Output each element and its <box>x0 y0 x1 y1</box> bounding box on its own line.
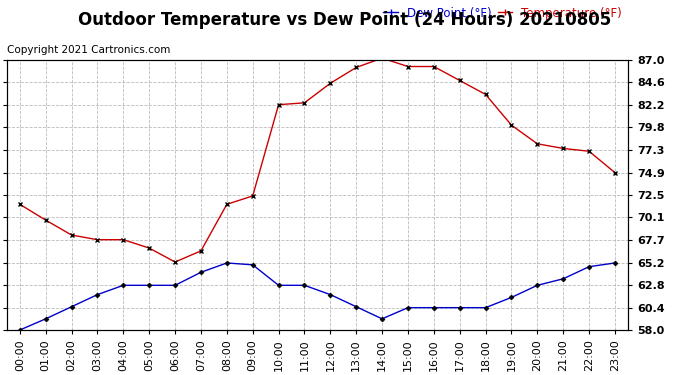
Text: Copyright 2021 Cartronics.com: Copyright 2021 Cartronics.com <box>7 45 170 55</box>
Legend: Dew Point (°F), Temperature (°F): Dew Point (°F), Temperature (°F) <box>384 6 622 20</box>
Text: Outdoor Temperature vs Dew Point (24 Hours) 20210805: Outdoor Temperature vs Dew Point (24 Hou… <box>79 11 611 29</box>
